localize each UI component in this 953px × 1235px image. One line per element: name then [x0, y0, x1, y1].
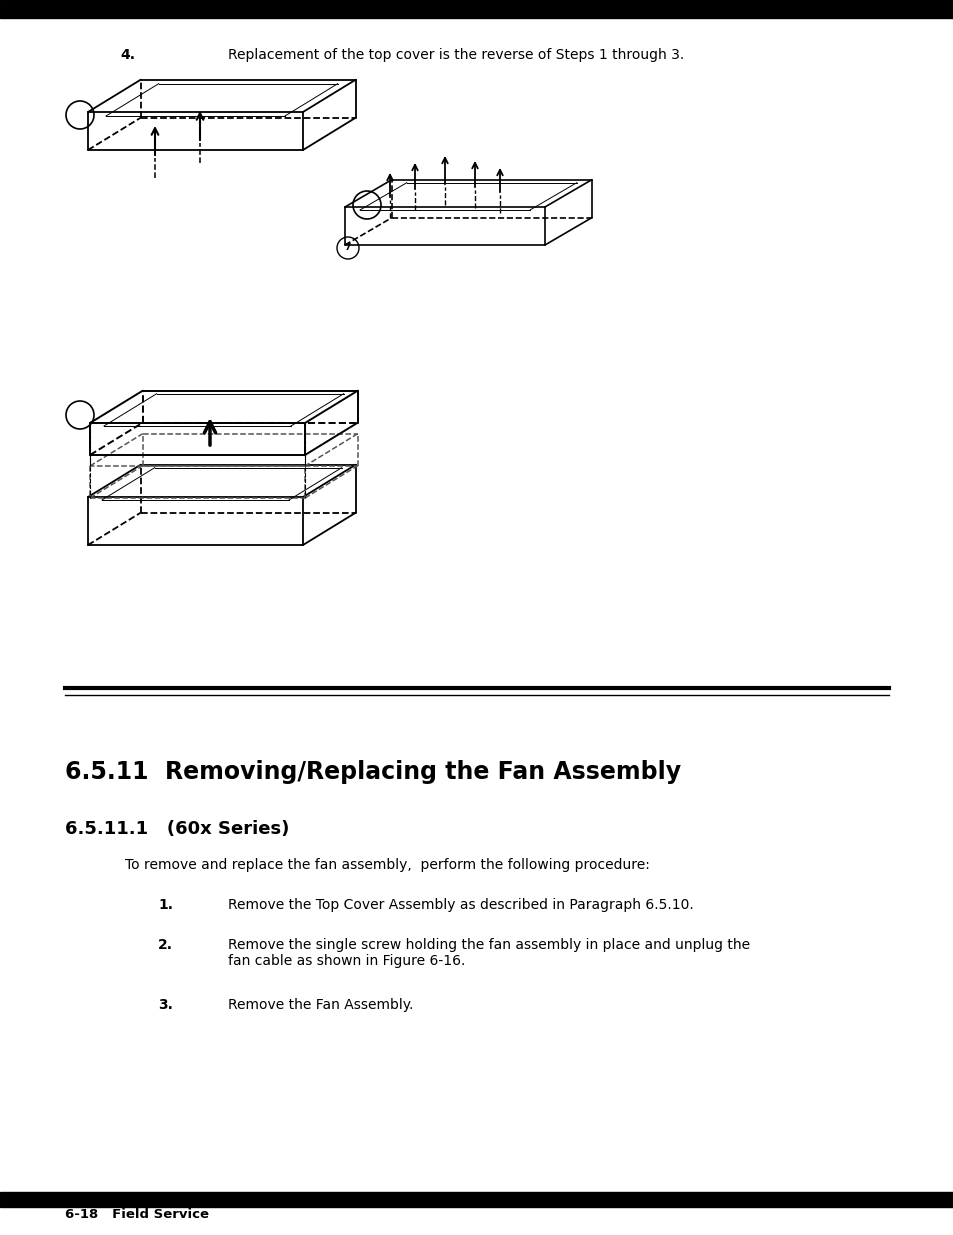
Text: 1.: 1. [158, 898, 172, 911]
Text: 6.5.11  Removing/Replacing the Fan Assembly: 6.5.11 Removing/Replacing the Fan Assemb… [65, 760, 680, 784]
Bar [0, 1192, 953, 1207]
Text: 4.: 4. [120, 48, 135, 62]
Text: To remove and replace the fan assembly,  perform the following procedure:: To remove and replace the fan assembly, … [125, 858, 649, 872]
Text: 2.: 2. [158, 939, 172, 952]
Text: Replacement of the top cover is the reverse of Steps 1 through 3.: Replacement of the top cover is the reve… [228, 48, 683, 62]
Text: 7: 7 [344, 243, 351, 252]
Text: 6.5.11.1   (60x Series): 6.5.11.1 (60x Series) [65, 820, 289, 839]
Bar [0, 0, 953, 19]
Text: Remove the single screw holding the fan assembly in place and unplug the
fan cab: Remove the single screw holding the fan … [228, 939, 749, 968]
Text: Remove the Fan Assembly.: Remove the Fan Assembly. [228, 998, 413, 1011]
Text: Remove the Top Cover Assembly as described in Paragraph 6.5.10.: Remove the Top Cover Assembly as describ… [228, 898, 693, 911]
Text: 6-18   Field Service: 6-18 Field Service [65, 1209, 209, 1221]
Text: 3.: 3. [158, 998, 172, 1011]
